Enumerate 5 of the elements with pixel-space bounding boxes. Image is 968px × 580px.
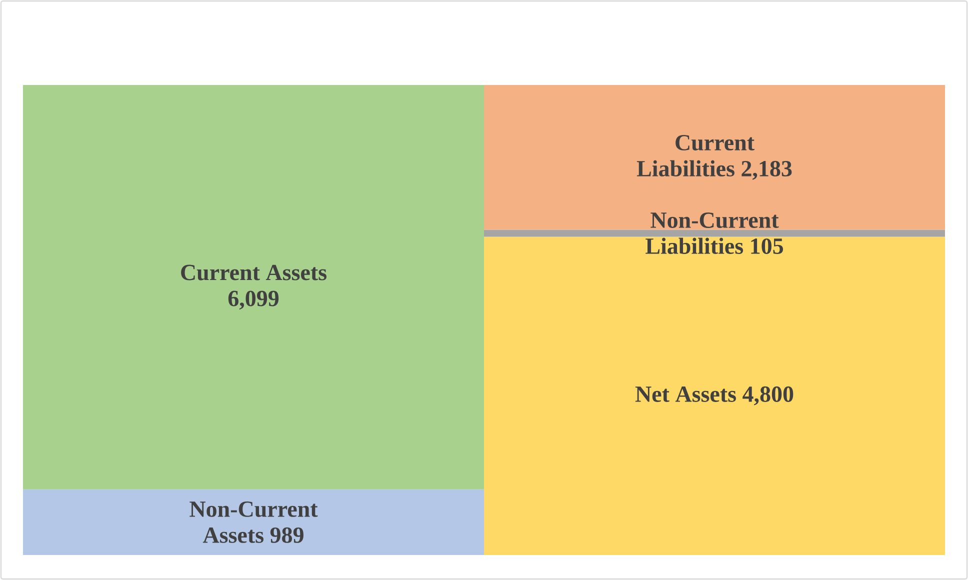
data-label: Net Assets 4,800 (635, 386, 794, 406)
data-label: Current Liabilities 2,183 (636, 134, 792, 180)
data-label: Non-Current Liabilities 105 (646, 212, 784, 254)
data-label: Non-Current Assets 989 (190, 501, 318, 543)
data-label: Current Assets 6,099 (181, 264, 326, 310)
